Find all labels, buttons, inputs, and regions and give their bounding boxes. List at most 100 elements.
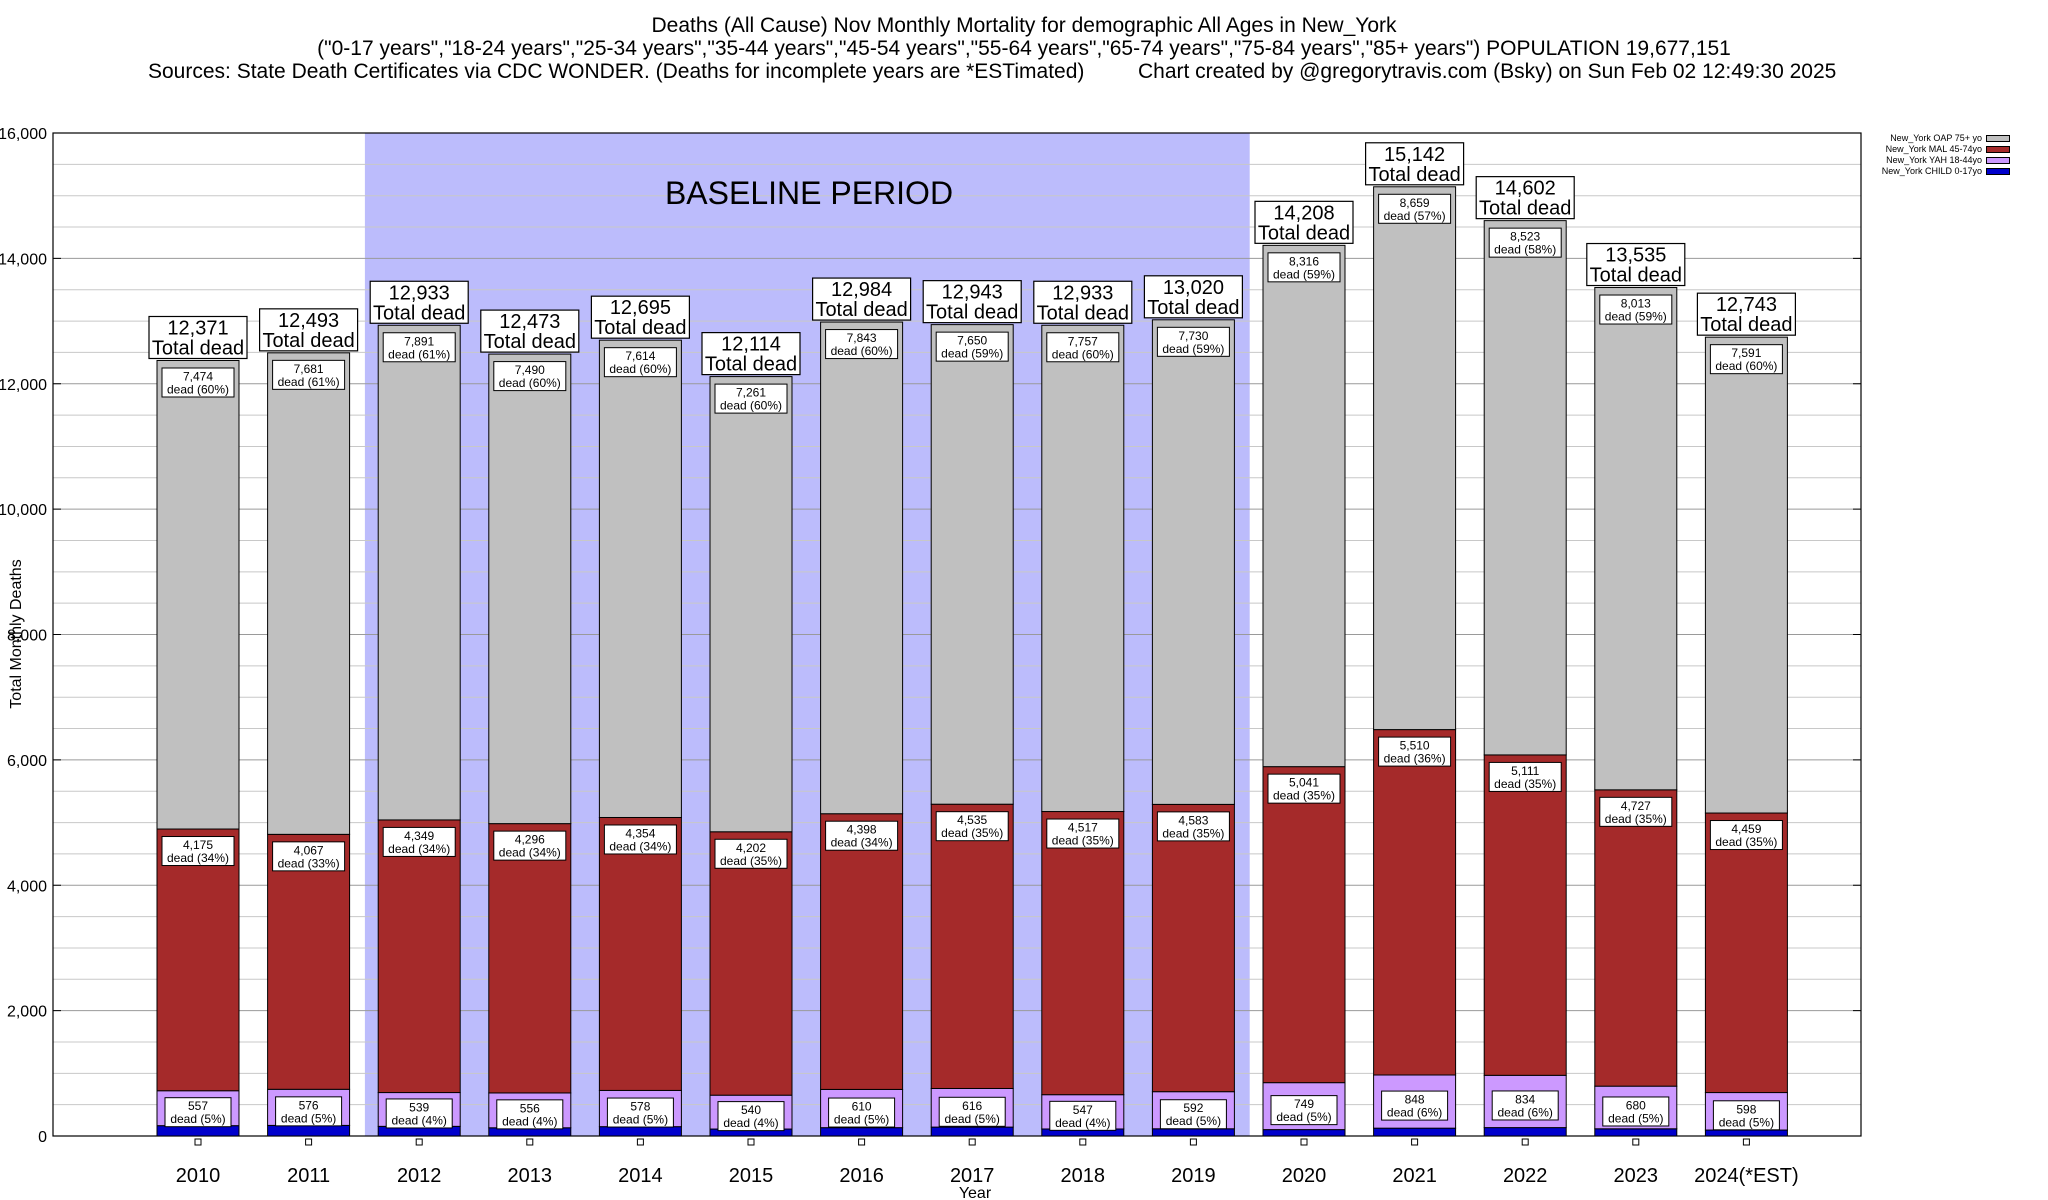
x-tick-label: 2023 bbox=[1614, 1165, 1659, 1187]
mal-label-box bbox=[382, 826, 456, 857]
total-label-box bbox=[1475, 176, 1575, 220]
x-tick-label: 2020 bbox=[1282, 1165, 1327, 1187]
total-suffix: Total dead bbox=[484, 331, 576, 353]
bar-marker bbox=[415, 1138, 423, 1146]
oap-label-box bbox=[1599, 294, 1673, 325]
bar-marker bbox=[747, 1138, 755, 1146]
oap-label-box bbox=[714, 383, 788, 414]
yah-label-box bbox=[1491, 1090, 1559, 1121]
x-tick-label: 2013 bbox=[508, 1165, 553, 1187]
mal-segment bbox=[820, 813, 904, 1090]
mal-segment bbox=[930, 803, 1014, 1089]
mal-label-pct: dead (35%) bbox=[1605, 812, 1667, 826]
mal-label-value: 4,583 bbox=[1178, 813, 1208, 827]
mal-label-value: 4,349 bbox=[404, 829, 434, 843]
mal-label-pct: dead (35%) bbox=[1494, 777, 1556, 791]
y-tick-label: 6,000 bbox=[7, 753, 47, 770]
x-tick-label: 2021 bbox=[1392, 1165, 1437, 1187]
yah-label-pct: dead (5%) bbox=[281, 1111, 336, 1125]
yah-label-value: 834 bbox=[1515, 1092, 1535, 1106]
oap-label-value: 8,659 bbox=[1400, 196, 1430, 210]
yah-label-pct: dead (5%) bbox=[1276, 1110, 1331, 1124]
child-segment bbox=[1594, 1128, 1678, 1137]
mal-label-value: 4,067 bbox=[294, 843, 324, 857]
total-suffix: Total dead bbox=[152, 337, 244, 359]
x-tick-label: 2024(*EST) bbox=[1694, 1165, 1799, 1187]
yah-label-pct: dead (5%) bbox=[945, 1112, 1000, 1126]
total-label-box bbox=[259, 308, 359, 352]
oap-label-value: 8,316 bbox=[1289, 254, 1319, 268]
total-label-box bbox=[590, 295, 691, 339]
y-tick-label: 4,000 bbox=[7, 878, 47, 895]
total-value: 12,695 bbox=[610, 297, 671, 319]
legend-item: New_York CHILD 0-17yo bbox=[1880, 166, 2010, 177]
oap-label-value: 7,474 bbox=[183, 369, 213, 383]
x-tick-label: 2012 bbox=[397, 1165, 442, 1187]
oap-label-box bbox=[493, 361, 567, 392]
oap-label-pct: dead (61%) bbox=[388, 347, 450, 361]
mal-label-pct: dead (35%) bbox=[1162, 826, 1224, 840]
mal-label-value: 4,727 bbox=[1621, 799, 1651, 813]
x-tick-label: 2014 bbox=[618, 1165, 663, 1187]
total-label-box bbox=[1586, 242, 1686, 287]
mal-label-value: 4,459 bbox=[1731, 822, 1761, 836]
yah-label-box bbox=[606, 1097, 674, 1128]
yah-label-box bbox=[1159, 1099, 1227, 1130]
bar-marker bbox=[968, 1138, 976, 1146]
oap-label-value: 7,591 bbox=[1731, 346, 1761, 360]
legend-label: New_York CHILD 0-17yo bbox=[1881, 166, 1982, 176]
mal-label-pct: dead (34%) bbox=[167, 851, 229, 865]
oap-label-pct: dead (59%) bbox=[1605, 310, 1667, 324]
bar-marker bbox=[636, 1138, 644, 1146]
oap-label-pct: dead (59%) bbox=[1273, 267, 1335, 281]
yah-label-pct: dead (5%) bbox=[1719, 1115, 1774, 1129]
oap-segment bbox=[267, 352, 351, 835]
mal-label-box bbox=[1599, 796, 1673, 827]
x-tick-label: 2017 bbox=[950, 1165, 995, 1187]
yah-label-value: 610 bbox=[852, 1100, 872, 1114]
mal-segment bbox=[1373, 729, 1457, 1076]
mal-label-value: 4,354 bbox=[625, 826, 655, 840]
mal-segment bbox=[1151, 803, 1235, 1093]
oap-label-box bbox=[1378, 193, 1452, 224]
child-segment bbox=[598, 1126, 682, 1137]
total-suffix: Total dead bbox=[1700, 314, 1792, 336]
oap-label-box bbox=[1488, 227, 1562, 258]
oap-label-value: 7,730 bbox=[1178, 329, 1208, 343]
total-label-box bbox=[1033, 280, 1133, 324]
mal-label-box bbox=[714, 838, 788, 869]
oap-label-pct: dead (61%) bbox=[278, 375, 340, 389]
yah-label-box bbox=[164, 1097, 232, 1128]
total-suffix: Total dead bbox=[1590, 265, 1682, 287]
mal-segment bbox=[1041, 811, 1125, 1096]
mal-label-pct: dead (35%) bbox=[720, 854, 782, 868]
oap-label-box bbox=[603, 347, 677, 378]
mal-label-value: 4,398 bbox=[847, 823, 877, 837]
yah-label-pct: dead (4%) bbox=[392, 1113, 447, 1127]
sources-row: Sources: State Death Certificates via CD… bbox=[0, 60, 2048, 84]
mal-label-box bbox=[1709, 820, 1783, 851]
legend-item: New_York YAH 18-44yo bbox=[1880, 155, 2010, 166]
yah-label-pct: dead (5%) bbox=[170, 1112, 225, 1126]
yah-label-box bbox=[275, 1096, 343, 1127]
y-axis-label: Total Monthly Deaths bbox=[8, 559, 25, 708]
yah-label-pct: dead (5%) bbox=[1166, 1114, 1221, 1128]
total-label-box bbox=[1364, 142, 1465, 186]
mal-segment bbox=[1262, 766, 1346, 1084]
legend-label: New_York OAP 75+ yo bbox=[1890, 133, 1982, 143]
x-tick-label: 2018 bbox=[1061, 1165, 1106, 1187]
chart-subtitle: ("0-17 years","18-24 years","25-34 years… bbox=[317, 37, 1731, 60]
total-value: 14,602 bbox=[1495, 178, 1556, 200]
total-value: 12,984 bbox=[831, 279, 892, 301]
oap-label-box bbox=[825, 329, 899, 360]
child-segment bbox=[930, 1126, 1014, 1137]
x-tick-label: 2022 bbox=[1503, 1165, 1548, 1187]
x-tick-label: 2010 bbox=[176, 1165, 221, 1187]
total-value: 14,208 bbox=[1273, 202, 1334, 224]
oap-label-box bbox=[272, 359, 346, 390]
y-tick-label: 8,000 bbox=[7, 628, 47, 645]
yah-label-value: 540 bbox=[741, 1103, 761, 1117]
total-value: 12,943 bbox=[942, 282, 1003, 304]
total-label-box bbox=[1696, 292, 1797, 336]
oap-segment bbox=[709, 376, 793, 833]
